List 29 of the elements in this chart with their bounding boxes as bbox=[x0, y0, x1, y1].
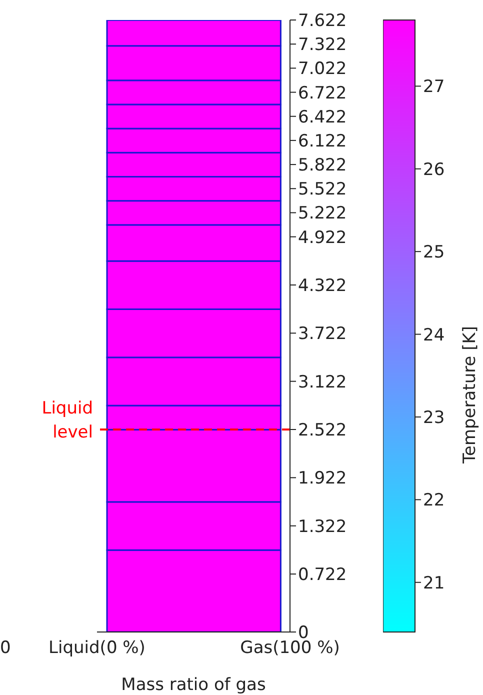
y-tick-label: 3.122 bbox=[298, 372, 347, 392]
y-tick-label: 6.722 bbox=[298, 83, 347, 104]
y-tick-label: 1.922 bbox=[298, 468, 347, 489]
y-tick-label: 7.622 bbox=[298, 11, 347, 32]
text: 0 bbox=[0, 638, 12, 658]
color-bar-title: Temperature [K] bbox=[460, 326, 480, 465]
text: Liquid(0 %) bbox=[48, 638, 146, 658]
y-tick-label: 6.122 bbox=[298, 131, 347, 152]
color-bar-label: 22 bbox=[423, 490, 445, 511]
y-tick-label: 6.422 bbox=[298, 107, 347, 128]
y-tick-label: 3.722 bbox=[298, 324, 347, 344]
y-tick-label: 7.322 bbox=[298, 35, 347, 56]
y-tick-label: 2.522 bbox=[298, 420, 347, 441]
ref-line-label: Liquid level bbox=[42, 398, 93, 442]
y-tick-label: 4.322 bbox=[298, 276, 347, 296]
x-axis-title: Mass ratio of gas bbox=[121, 675, 266, 695]
color-bar-label: 26 bbox=[423, 160, 445, 180]
y-tick-label: 5.222 bbox=[298, 204, 347, 224]
color-bar-label: 23 bbox=[423, 408, 445, 428]
y-tick-label: 5.822 bbox=[298, 156, 347, 176]
y-tick-label: 4.922 bbox=[298, 228, 347, 248]
y-tick-label: 0.722 bbox=[298, 565, 347, 586]
y-tick-label: 1.322 bbox=[298, 516, 347, 537]
color-bar-label: 25 bbox=[423, 242, 445, 263]
y-tick-label: 7.022 bbox=[298, 59, 347, 80]
color-bar-label: 24 bbox=[423, 325, 445, 346]
y-tick-label: 5.522 bbox=[298, 180, 347, 200]
color-bar-label: 21 bbox=[423, 573, 445, 594]
color-bar-label: 27 bbox=[423, 77, 445, 98]
